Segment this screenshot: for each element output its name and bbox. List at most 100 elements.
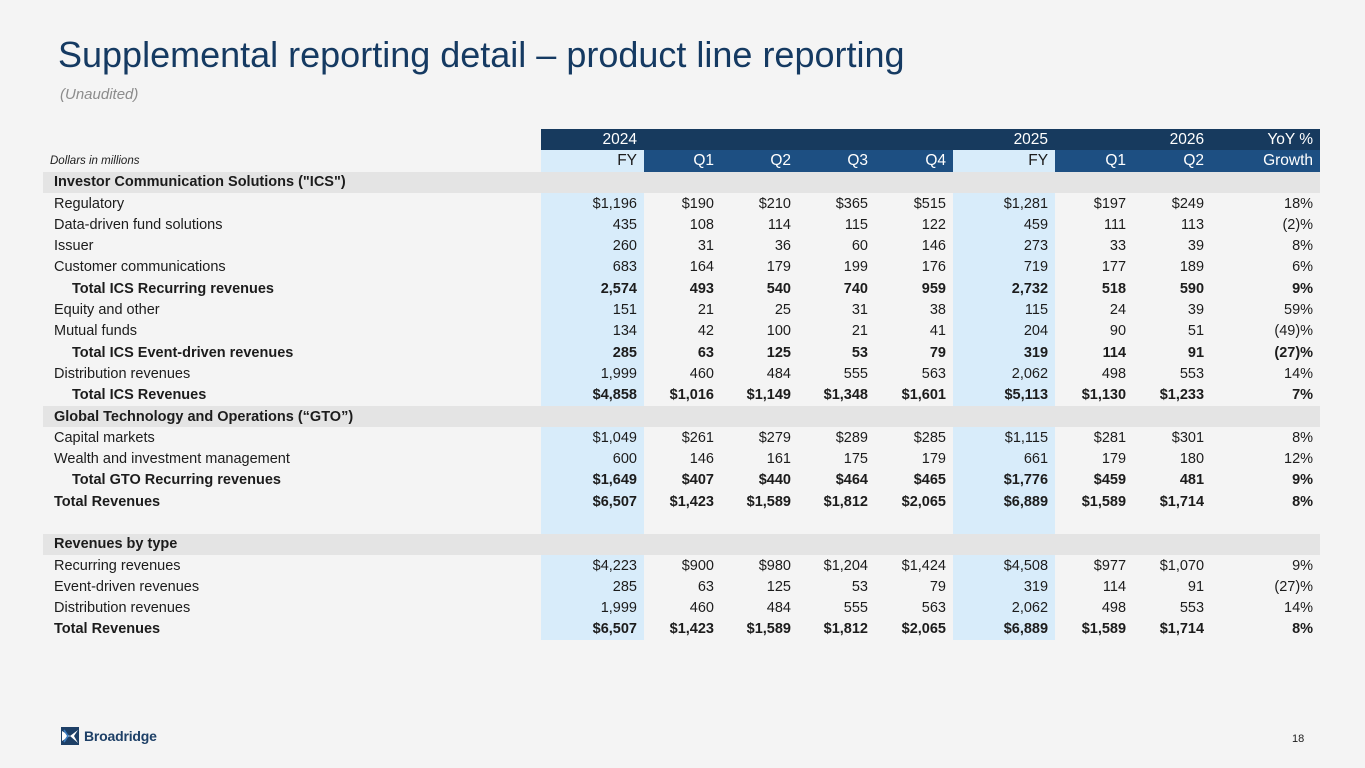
value-cell: $6,889 (953, 618, 1056, 641)
table-row (43, 512, 1320, 534)
header-col: Growth (1211, 150, 1321, 172)
value-cell: 179 (766, 259, 791, 276)
value-cell: 53 (851, 578, 868, 595)
value-cell: $197 (1093, 195, 1127, 212)
row-label: Mutual funds (54, 323, 138, 340)
value-cell: 42 (697, 323, 714, 340)
header-year-2025: 2025 (644, 129, 1056, 151)
header-blank-cell (43, 129, 541, 151)
row-label: Recurring revenues (54, 557, 181, 574)
header-year-2026: 2026 (1055, 129, 1212, 151)
value-cell: $1,049 (541, 427, 644, 449)
value-cell: 199 (843, 259, 868, 276)
value-cell: 115 (953, 299, 1056, 321)
value-cell: 38 (929, 302, 946, 319)
table-row: Equity and other 151 21 25 31 38 115 24 39 59% (43, 299, 1320, 321)
row-label: Total ICS Recurring revenues (72, 280, 274, 297)
row-label: Event-driven revenues (54, 578, 200, 595)
value-cell: 204 (953, 320, 1056, 342)
value-cell: 740 (843, 280, 868, 297)
value-cell: 164 (689, 259, 714, 276)
value-cell: 41 (929, 323, 946, 340)
value-cell: $465 (913, 472, 946, 489)
value-cell: $1,649 (541, 469, 644, 492)
value-cell: 134 (541, 320, 644, 342)
value-cell: 79 (929, 578, 946, 595)
section-label: Global Technology and Operations (“GTO”) (43, 405, 1321, 428)
table-row: Wealth and investment management 600 146 16… (43, 448, 1320, 470)
value-cell (721, 512, 798, 533)
value-cell: $1,281 (953, 192, 1056, 215)
value-cell (875, 512, 953, 533)
row-label: Issuer (54, 238, 94, 255)
value-cell: 481 (1179, 472, 1205, 489)
value-cell: (27)% (1274, 578, 1314, 595)
value-cell: 661 (953, 448, 1056, 470)
value-cell: 111 (1104, 216, 1127, 233)
value-cell: 2,062 (953, 363, 1056, 385)
value-cell: 60 (851, 238, 868, 255)
value-cell: 179 (921, 451, 946, 468)
value-cell: 146 (921, 238, 946, 255)
row-label: Capital markets (54, 429, 155, 446)
value-cell: 39 (1187, 238, 1205, 255)
section-label: Investor Communication Solutions ("ICS") (43, 171, 1321, 193)
value-cell: 14% (1284, 600, 1314, 617)
page-subtitle: (Unaudited) (60, 86, 139, 103)
value-cell: $900 (681, 557, 714, 574)
value-cell: 175 (843, 451, 868, 468)
value-cell: 319 (953, 341, 1056, 364)
value-cell: 285 (541, 341, 644, 364)
value-cell: 25 (774, 302, 791, 319)
value-cell: 459 (953, 214, 1056, 236)
table-row: Recurring revenues $4,223 $900 $980 $1,204 $1… (43, 554, 1320, 577)
value-cell: 12% (1284, 451, 1314, 468)
value-cell: 8% (1292, 238, 1314, 255)
value-cell: $1,016 (669, 387, 714, 404)
value-cell: $301 (1171, 429, 1205, 446)
value-cell: $1,776 (953, 469, 1056, 492)
value-cell: 63 (697, 578, 714, 595)
table-row: Total ICS Recurring revenues 2,574 493 540 7… (43, 278, 1320, 300)
value-cell (644, 512, 721, 533)
header-col: FY (541, 150, 644, 172)
table-row: Total Revenues $6,507 $1,423 $1,589 $1,812 $2… (43, 618, 1320, 641)
header-years-row: 2024 2025 2026 YoY % (43, 129, 1321, 151)
value-cell: 125 (766, 578, 791, 595)
value-cell: 959 (921, 280, 946, 297)
value-cell: 540 (766, 280, 791, 297)
row-label: Distribution revenues (54, 365, 191, 382)
value-cell (953, 512, 1056, 534)
value-cell: 176 (921, 259, 946, 276)
value-cell: 51 (1187, 323, 1205, 340)
table-row: Distribution revenues 1,999 460 484 555 563 2,… (43, 597, 1320, 619)
value-cell: $4,858 (541, 384, 644, 406)
value-cell: $289 (835, 429, 868, 446)
value-cell (1211, 512, 1320, 533)
value-cell: 177 (1101, 259, 1127, 276)
value-cell: $6,507 (541, 491, 644, 513)
value-cell: $1,130 (1081, 387, 1127, 404)
value-cell: 91 (1187, 344, 1205, 361)
value-cell: $1,149 (746, 387, 791, 404)
value-cell: $1,589 (1081, 621, 1127, 638)
units-label: Dollars in millions (43, 150, 541, 172)
value-cell: 179 (1101, 451, 1127, 468)
value-cell: $1,601 (901, 387, 946, 404)
value-cell: 590 (1179, 280, 1205, 297)
value-cell: 600 (541, 448, 644, 470)
value-cell: 113 (1180, 216, 1205, 233)
value-cell: $279 (758, 429, 791, 446)
value-cell: 114 (1102, 578, 1127, 595)
row-label (43, 512, 541, 533)
header-col: FY (953, 150, 1056, 172)
logo-text: Broadridge (84, 728, 157, 744)
value-cell: $1,589 (746, 621, 791, 638)
row-label: Total ICS Event-driven revenues (72, 344, 294, 361)
value-cell: 7% (1292, 387, 1314, 404)
value-cell: 53 (851, 344, 868, 361)
value-cell: $1,423 (669, 493, 714, 510)
header-col: Q1 (1055, 150, 1134, 172)
value-cell: 498 (1101, 600, 1127, 617)
value-cell: 114 (767, 216, 791, 233)
